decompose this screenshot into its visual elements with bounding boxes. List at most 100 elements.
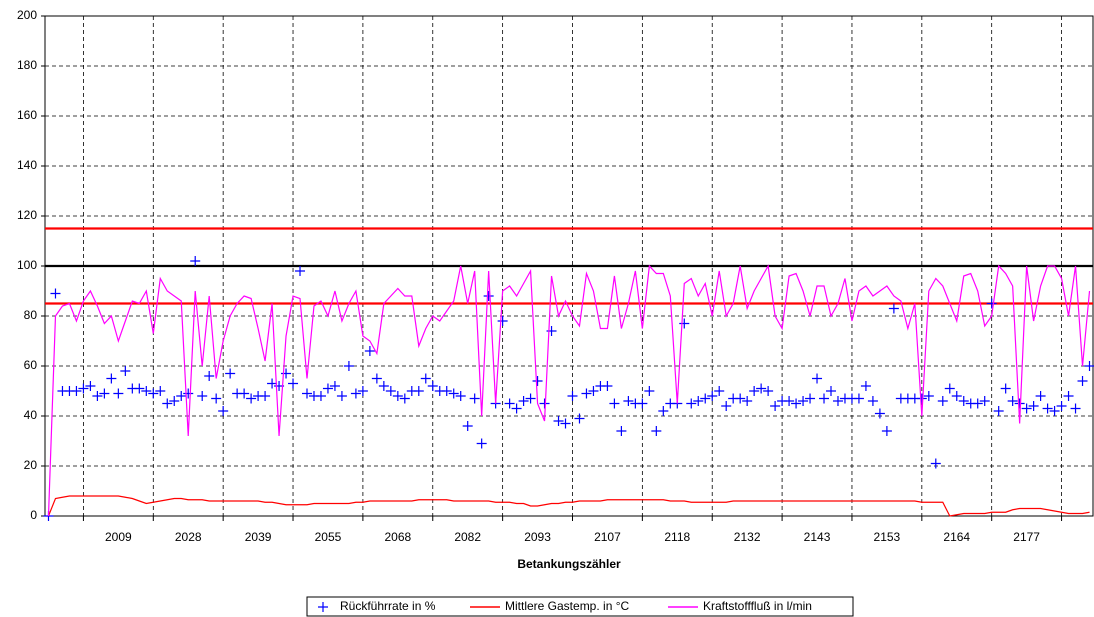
x-tick-label: 2055 — [315, 530, 342, 544]
point — [951, 391, 962, 401]
y-tick-label: 80 — [24, 308, 38, 322]
point — [504, 398, 515, 409]
point — [763, 386, 774, 396]
point — [1084, 361, 1094, 371]
point — [867, 396, 878, 406]
point — [574, 413, 585, 424]
point — [714, 386, 725, 396]
point — [1063, 391, 1074, 401]
point — [923, 391, 934, 401]
point — [322, 383, 333, 394]
point — [497, 316, 508, 326]
point — [735, 393, 746, 404]
point — [260, 391, 271, 401]
point — [420, 373, 431, 384]
x-tick-label: 2093 — [524, 530, 551, 544]
x-axis-label: Betankungszähler — [517, 557, 621, 571]
point — [658, 406, 669, 416]
point — [371, 373, 382, 384]
x-tick-label: 2153 — [874, 530, 901, 544]
point — [707, 391, 718, 401]
point — [1028, 401, 1039, 411]
point — [141, 386, 152, 396]
point — [99, 388, 110, 399]
point — [1014, 398, 1025, 409]
point — [448, 388, 459, 399]
point — [916, 393, 927, 404]
y-tick-label: 40 — [24, 408, 38, 422]
point — [881, 426, 892, 436]
point — [267, 378, 278, 389]
point — [120, 366, 131, 376]
point — [546, 326, 557, 336]
point — [553, 416, 564, 426]
point — [427, 381, 438, 391]
x-tick-label: 2132 — [734, 530, 761, 544]
y-tick-label: 120 — [17, 208, 37, 222]
point — [644, 386, 655, 396]
point — [302, 388, 312, 399]
point — [742, 396, 753, 406]
point — [357, 386, 368, 396]
point — [134, 383, 145, 394]
point — [183, 388, 194, 399]
point — [343, 361, 354, 371]
point — [50, 288, 61, 299]
point — [518, 396, 529, 406]
point — [336, 391, 347, 401]
point — [246, 393, 257, 404]
legend-label: Kraftstofffluß in l/min — [703, 599, 812, 613]
point — [532, 376, 543, 386]
point — [539, 398, 550, 409]
legend-label: Mittlere Gastemp. in °C — [505, 599, 630, 613]
point — [378, 381, 389, 391]
point — [197, 391, 208, 401]
point — [944, 383, 955, 394]
point — [986, 298, 997, 309]
point — [958, 396, 969, 406]
point — [281, 368, 292, 379]
point — [567, 391, 578, 401]
point — [805, 393, 816, 404]
point — [525, 393, 536, 404]
point — [92, 391, 103, 401]
point — [560, 418, 571, 429]
point — [392, 391, 403, 401]
point — [204, 371, 215, 381]
point — [218, 406, 229, 416]
point — [623, 396, 634, 406]
point — [874, 408, 885, 419]
point — [798, 396, 809, 406]
point — [819, 393, 830, 404]
point — [679, 318, 690, 329]
point — [239, 388, 250, 399]
point — [225, 368, 236, 379]
legend — [306, 596, 854, 617]
point — [413, 386, 424, 396]
point — [190, 256, 201, 266]
x-tick-label: 2028 — [175, 530, 202, 544]
y-tick-label: 60 — [24, 358, 38, 372]
point — [288, 378, 299, 389]
point — [1070, 403, 1081, 414]
point — [1021, 403, 1032, 414]
point — [972, 398, 983, 409]
point — [791, 398, 802, 409]
point — [832, 396, 843, 406]
point — [686, 398, 697, 409]
point — [888, 303, 899, 314]
x-tick-label: 2009 — [105, 530, 132, 544]
point — [315, 391, 326, 401]
point — [602, 381, 613, 391]
point — [350, 388, 361, 399]
point — [812, 373, 823, 384]
x-tick-label: 2143 — [804, 530, 831, 544]
point — [148, 388, 159, 399]
y-tick-label: 160 — [17, 108, 37, 122]
point — [71, 386, 82, 396]
point — [1000, 383, 1011, 394]
point — [609, 398, 620, 409]
point — [1035, 391, 1046, 401]
y-tick-label: 0 — [30, 508, 37, 522]
